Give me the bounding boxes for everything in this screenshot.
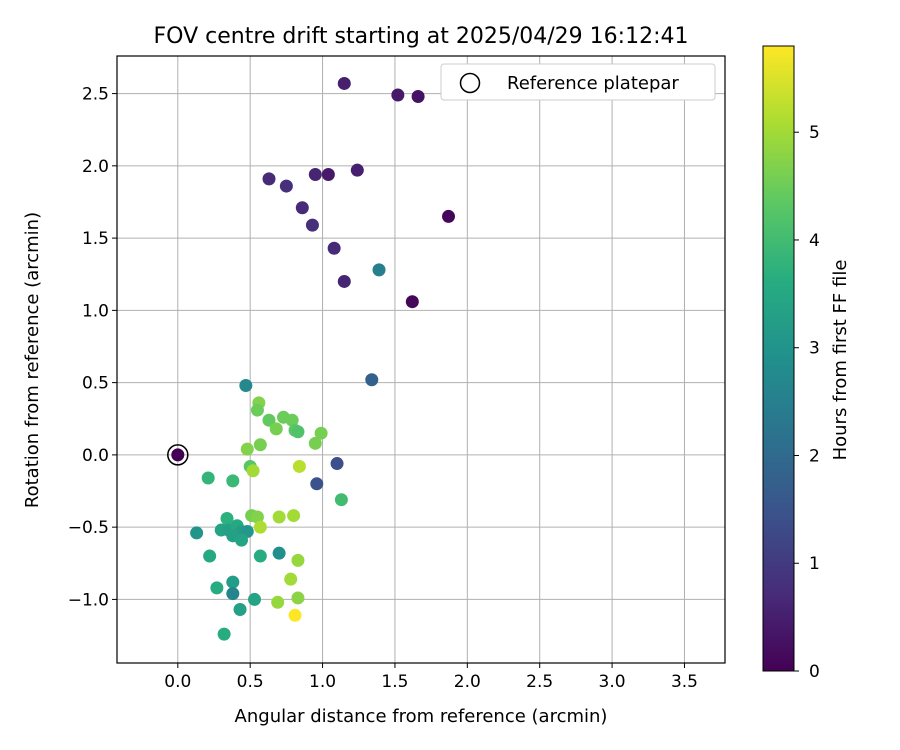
- x-tick-label: 3.0: [599, 672, 626, 692]
- colorbar-tick-label: 4: [809, 231, 820, 251]
- data-point: [253, 438, 267, 452]
- colorbar-tick-label: 2: [809, 446, 820, 466]
- x-tick-label: 1.0: [309, 672, 336, 692]
- data-point: [314, 426, 328, 440]
- data-point: [308, 168, 322, 182]
- colorbar-tick-label: 0: [809, 662, 820, 682]
- x-tick-label: 0.0: [164, 672, 191, 692]
- data-point: [292, 459, 306, 473]
- data-point: [233, 603, 247, 617]
- data-point: [291, 591, 305, 605]
- grid-lines: [117, 56, 725, 663]
- y-tick-label: 0.5: [82, 374, 109, 394]
- data-point: [248, 592, 262, 606]
- data-point: [337, 274, 351, 288]
- data-point: [405, 295, 419, 309]
- legend: Reference platepar: [440, 63, 716, 101]
- data-point: [334, 493, 348, 507]
- data-point: [210, 581, 224, 595]
- data-point: [217, 627, 231, 641]
- legend-box: [440, 63, 716, 101]
- x-tick-label: 2.5: [526, 672, 553, 692]
- data-point: [285, 413, 299, 427]
- data-point: [291, 425, 305, 439]
- data-point: [203, 549, 217, 563]
- colorbar-scale: [762, 45, 795, 672]
- data-point: [250, 510, 264, 524]
- reference-marker: [167, 444, 189, 466]
- data-point: [295, 201, 309, 215]
- data-point: [269, 422, 283, 436]
- data-point: [288, 608, 302, 622]
- colorbar-ticks: 0 1 2 3 4 5: [794, 123, 820, 682]
- data-point: [234, 533, 248, 547]
- y-tick-label: 2.0: [82, 157, 109, 177]
- colorbar-tick-label: 3: [809, 339, 820, 359]
- data-point: [327, 241, 341, 255]
- y-ticks: −1.0 −0.5 0.0 0.5 1.0 1.5 2.0 2.5: [68, 85, 117, 610]
- data-point: [253, 520, 267, 534]
- chart-title: FOV centre drift starting at 2025/04/29 …: [154, 24, 689, 49]
- data-point: [330, 457, 344, 471]
- data-point: [279, 179, 293, 193]
- data-point: [253, 549, 267, 563]
- data-point: [262, 172, 276, 186]
- legend-entry: Reference platepar: [507, 73, 679, 94]
- data-point: [271, 595, 285, 609]
- data-point: [226, 474, 240, 488]
- legend-marker: [459, 72, 481, 94]
- colorbar: 0 1 2 3 4 5 Hours from first FF file: [762, 45, 851, 682]
- x-tick-label: 3.5: [671, 672, 698, 692]
- colorbar-label: Hours from first FF file: [830, 260, 851, 461]
- x-tick-label: 1.5: [381, 672, 408, 692]
- data-point: [220, 511, 234, 525]
- data-point: [310, 477, 324, 491]
- y-tick-label: −1.0: [68, 590, 109, 610]
- y-tick-label: 2.5: [82, 85, 109, 105]
- y-tick-label: 0.0: [82, 446, 109, 466]
- data-point: [246, 464, 260, 478]
- data-point: [239, 379, 253, 393]
- data-point: [226, 587, 240, 601]
- data-point: [350, 163, 364, 177]
- data-point: [442, 209, 456, 223]
- data-point: [201, 471, 215, 485]
- data-point: [291, 553, 305, 567]
- x-ticks: 0.0 0.5 1.0 1.5 2.0 2.5 3.0 3.5: [164, 663, 698, 692]
- colorbar-tick-label: 5: [809, 123, 820, 143]
- data-point: [321, 168, 335, 182]
- data-point: [250, 403, 264, 417]
- colorbar-tick-label: 1: [809, 554, 820, 574]
- y-tick-label: −0.5: [68, 518, 109, 538]
- data-point: [308, 436, 322, 450]
- data-point: [337, 76, 351, 90]
- data-point: [171, 448, 185, 462]
- data-point: [240, 442, 254, 456]
- y-axis-label: Rotation from reference (arcmin): [22, 212, 43, 508]
- data-point: [287, 509, 301, 523]
- data-point: [190, 526, 204, 540]
- data-point: [372, 263, 386, 277]
- data-points: [167, 76, 456, 641]
- data-point: [305, 218, 319, 232]
- data-point: [272, 546, 286, 560]
- data-point: [365, 373, 379, 387]
- data-point: [391, 88, 405, 102]
- x-tick-label: 0.5: [237, 672, 264, 692]
- x-tick-label: 2.0: [454, 672, 481, 692]
- data-point: [262, 413, 276, 427]
- data-point: [226, 575, 240, 589]
- data-point: [284, 572, 298, 586]
- data-point: [272, 510, 286, 524]
- y-tick-label: 1.5: [82, 229, 109, 249]
- data-point: [411, 89, 425, 103]
- y-tick-label: 1.0: [82, 301, 109, 321]
- plot-frame: [116, 55, 726, 664]
- x-axis-label: Angular distance from reference (arcmin): [235, 706, 608, 727]
